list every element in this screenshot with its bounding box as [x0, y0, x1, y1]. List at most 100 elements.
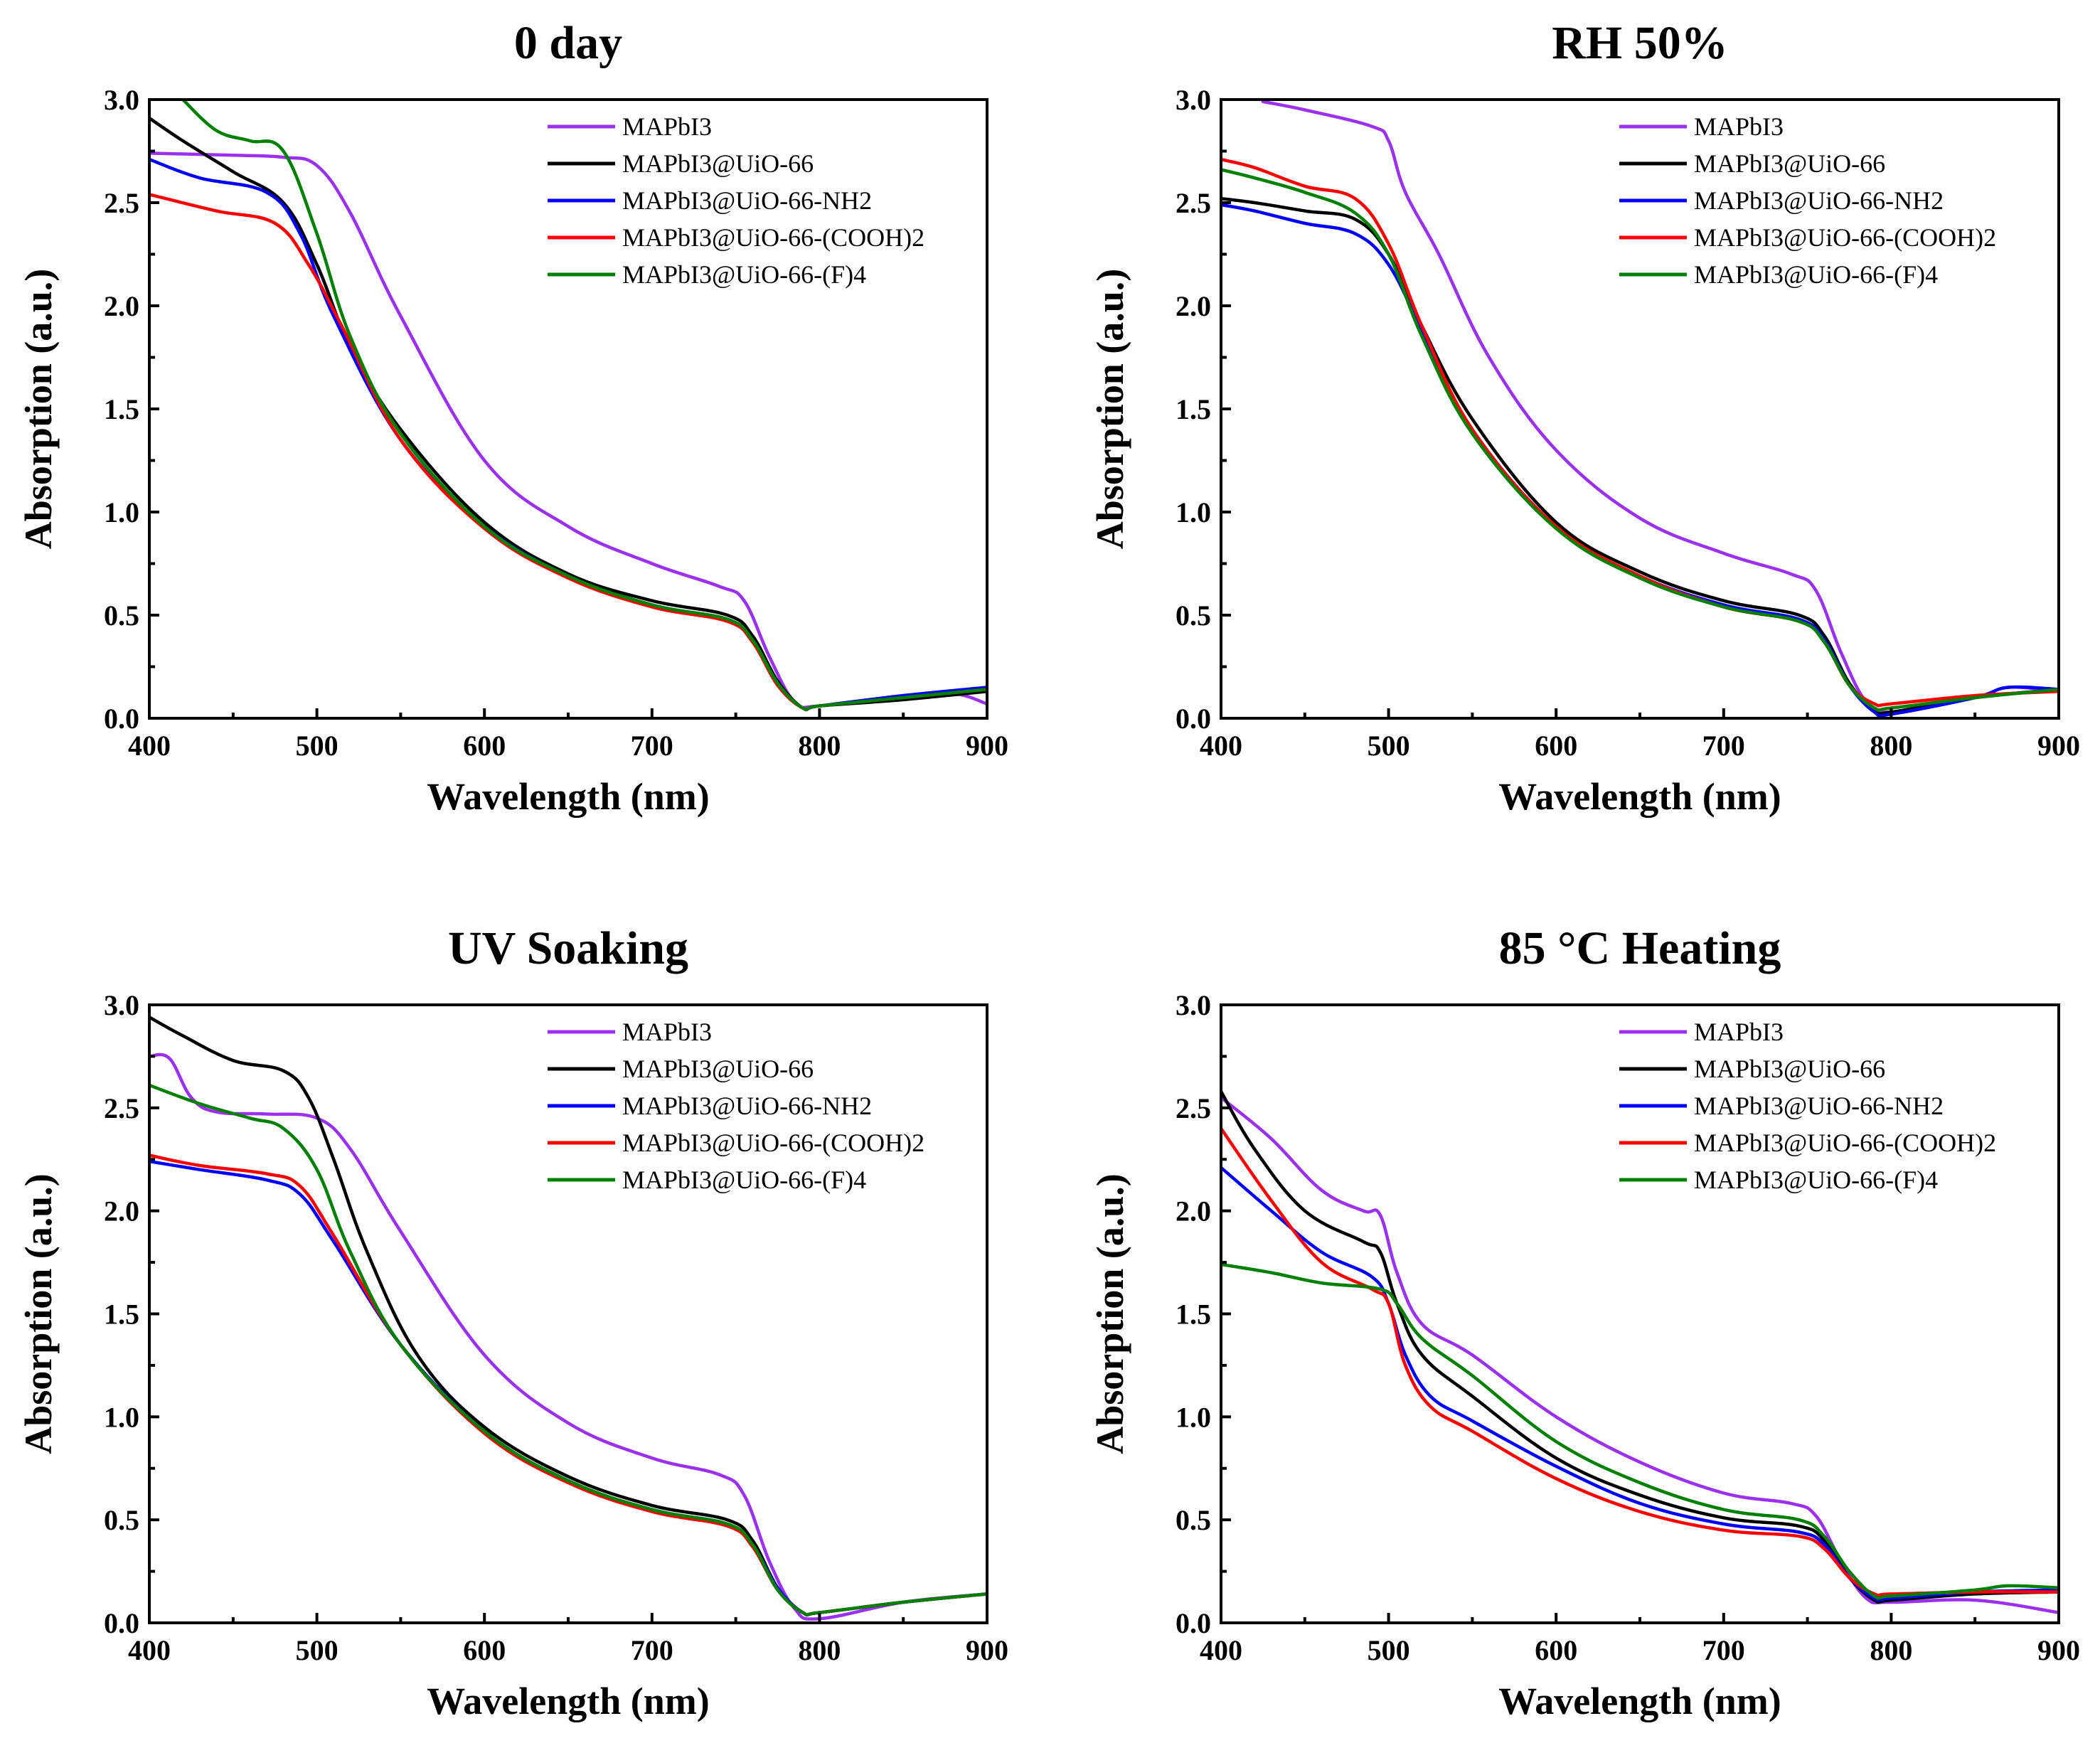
series-line-mapbi3-uio-66 [1221, 1089, 2059, 1604]
legend-label-mapbi3: MAPbI3 [1694, 1018, 1784, 1046]
y-axis-label: Absorption (a.u.) [17, 1173, 60, 1454]
y-tick-label: 1.5 [1176, 393, 1211, 425]
plot-area [149, 1016, 987, 1621]
x-tick-label: 500 [1368, 1634, 1410, 1666]
x-tick-label: 800 [798, 730, 841, 762]
x-tick-label: 600 [463, 730, 506, 762]
chart-title: RH 50% [1552, 17, 1728, 69]
y-tick-label: 1.0 [1176, 1401, 1211, 1433]
x-tick-label: 700 [1702, 730, 1745, 762]
x-tick-label: 400 [128, 1634, 171, 1666]
legend: MAPbI3 MAPbI3@UiO-66 MAPbI3@UiO-66-NH2 MAPb… [1619, 112, 1996, 289]
y-tick-label: 2.5 [1176, 1092, 1211, 1124]
y-tick-label: 2.0 [104, 290, 139, 322]
y-tick-label: 1.0 [1176, 496, 1211, 528]
x-tick-label: 700 [631, 1634, 673, 1666]
series-line-mapbi3-uio-66-f-4 [1221, 168, 2059, 712]
x-tick-label: 900 [966, 1634, 1008, 1666]
chart-title: 0 day [514, 17, 622, 69]
y-tick-label: 2.0 [1176, 290, 1211, 322]
panel-85c-heating: 85 °C Heating 400 500 600 700 800 900 0.0 0.5 1.0… [1089, 922, 2080, 1722]
legend-label-mapbi3-uio-66-nh2: MAPbI3@UiO-66-NH2 [1694, 1092, 1944, 1120]
y-tick-label: 1.5 [1176, 1299, 1211, 1331]
x-tick-label: 500 [1368, 730, 1410, 762]
y-tick-label: 0.0 [1176, 703, 1211, 735]
y-tick-label: 3.0 [1176, 84, 1211, 116]
chart-title: UV Soaking [448, 922, 688, 974]
x-axis-label: Wavelength (nm) [427, 775, 710, 818]
legend-label-mapbi3: MAPbI3 [1694, 112, 1784, 141]
x-tick-label: 400 [128, 730, 171, 762]
series-line-mapbi3 [1221, 1096, 2059, 1614]
y-tick-label: 1.5 [104, 1299, 139, 1331]
y-axis-label: Absorption (a.u.) [1089, 269, 1131, 550]
legend-label-mapbi3-uio-66: MAPbI3@UiO-66 [1694, 149, 1885, 178]
x-tick-label: 900 [2037, 730, 2080, 762]
y-tick-label: 0.0 [1176, 1607, 1211, 1639]
x-tick-label: 800 [1870, 1634, 1912, 1666]
legend-label-mapbi3-uio-66: MAPbI3@UiO-66 [622, 149, 814, 178]
series-line-mapbi3-uio-66-cooh-2 [1221, 157, 2059, 708]
plot-area [1221, 1089, 2059, 1614]
legend-label-mapbi3-uio-66-f-4: MAPbI3@UiO-66-(F)4 [1694, 260, 1938, 289]
x-axis-label: Wavelength (nm) [1498, 1680, 1781, 1722]
legend-label-mapbi3-uio-66-f-4: MAPbI3@UiO-66-(F)4 [1694, 1166, 1938, 1194]
y-tick-label: 0.5 [1176, 599, 1211, 631]
plot-area [149, 100, 987, 712]
x-tick-label: 400 [1200, 1634, 1242, 1666]
y-tick-label: 3.0 [104, 84, 139, 116]
series-line-mapbi3-uio-66-f-4 [149, 1083, 987, 1616]
x-tick-label: 700 [1702, 1634, 1745, 1666]
y-tick-label: 1.5 [104, 393, 139, 425]
series-line-mapbi3-uio-66-f-4 [1221, 1262, 2059, 1600]
legend-label-mapbi3-uio-66-cooh-2: MAPbI3@UiO-66-(COOH)2 [622, 1129, 924, 1157]
y-tick-label: 3.0 [1176, 989, 1211, 1021]
legend: MAPbI3 MAPbI3@UiO-66 MAPbI3@UiO-66-NH2 MAPb… [548, 1018, 924, 1194]
legend-label-mapbi3-uio-66-cooh-2: MAPbI3@UiO-66-(COOH)2 [1694, 223, 1996, 252]
legend-label-mapbi3: MAPbI3 [622, 112, 712, 141]
legend-label-mapbi3-uio-66-f-4: MAPbI3@UiO-66-(F)4 [622, 1166, 866, 1194]
panel-rh-50: RH 50% 400 500 600 700 800 900 0.0 0.5 1.0 1.5 2.0 2… [1089, 17, 2080, 818]
y-axis-label: Absorption (a.u.) [17, 269, 60, 550]
x-tick-label: 600 [1535, 730, 1577, 762]
y-tick-label: 0.5 [1176, 1504, 1211, 1536]
legend: MAPbI3 MAPbI3@UiO-66 MAPbI3@UiO-66-NH2 MAPb… [1619, 1018, 1996, 1194]
series-line-mapbi3-uio-66-nh2 [1221, 1166, 2059, 1602]
y-tick-label: 2.5 [1176, 187, 1211, 219]
x-tick-label: 700 [631, 730, 673, 762]
legend-label-mapbi3: MAPbI3 [622, 1018, 712, 1046]
y-tick-label: 2.0 [1176, 1195, 1211, 1227]
legend-label-mapbi3-uio-66: MAPbI3@UiO-66 [1694, 1055, 1885, 1083]
series-line-mapbi3-uio-66-f-4 [181, 100, 987, 712]
x-tick-label: 400 [1200, 730, 1242, 762]
legend-label-mapbi3-uio-66-f-4: MAPbI3@UiO-66-(F)4 [622, 260, 866, 289]
series-line-mapbi3-uio-66-cooh-2 [149, 1153, 987, 1616]
legend-label-mapbi3-uio-66-cooh-2: MAPbI3@UiO-66-(COOH)2 [622, 223, 924, 252]
x-tick-label: 900 [966, 730, 1008, 762]
x-tick-label: 600 [1535, 1634, 1577, 1666]
x-axis-label: Wavelength (nm) [427, 1680, 710, 1722]
legend-label-mapbi3-uio-66-nh2: MAPbI3@UiO-66-NH2 [622, 186, 872, 215]
y-tick-label: 0.0 [104, 703, 139, 735]
y-tick-label: 1.0 [104, 496, 139, 528]
y-tick-label: 0.5 [104, 1504, 139, 1536]
y-tick-label: 1.0 [104, 1401, 139, 1433]
y-tick-label: 2.5 [104, 1092, 139, 1124]
series-line-mapbi3-uio-66-cooh-2 [1221, 1126, 2059, 1597]
x-tick-label: 500 [296, 1634, 339, 1666]
y-tick-label: 0.0 [104, 1607, 139, 1639]
panel-uv-soaking: UV Soaking 400 500 600 700 800 900 0.0 0.5 1.0 1.5… [17, 922, 1008, 1722]
y-tick-label: 2.0 [104, 1195, 139, 1227]
legend-label-mapbi3-uio-66-cooh-2: MAPbI3@UiO-66-(COOH)2 [1694, 1129, 1996, 1157]
x-tick-label: 500 [296, 730, 339, 762]
x-tick-label: 600 [463, 1634, 506, 1666]
legend-label-mapbi3-uio-66-nh2: MAPbI3@UiO-66-NH2 [622, 1092, 872, 1120]
series-line-mapbi3-uio-66-nh2 [149, 1159, 987, 1617]
legend-label-mapbi3-uio-66: MAPbI3@UiO-66 [622, 1055, 814, 1083]
y-tick-label: 3.0 [104, 989, 139, 1021]
x-tick-label: 800 [1870, 730, 1912, 762]
x-tick-label: 800 [798, 1634, 841, 1666]
legend-label-mapbi3-uio-66-nh2: MAPbI3@UiO-66-NH2 [1694, 186, 1944, 215]
legend: MAPbI3 MAPbI3@UiO-66 MAPbI3@UiO-66-NH2 MAPb… [548, 112, 924, 289]
